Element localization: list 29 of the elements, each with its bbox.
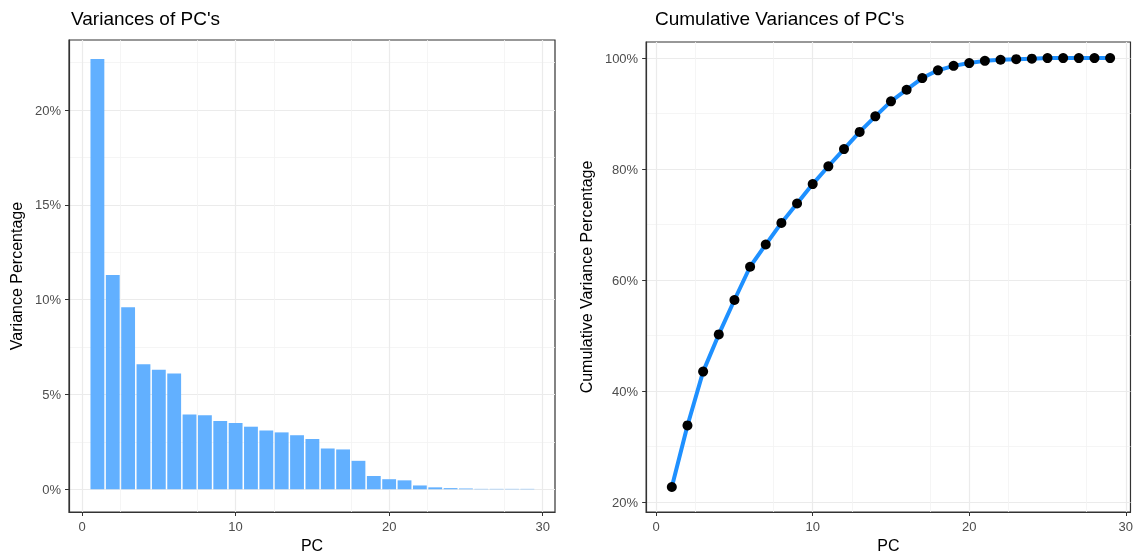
chart-title: Variances of PC's	[71, 8, 221, 29]
bar	[136, 364, 151, 490]
y-tick-label: 80%	[612, 161, 639, 177]
x-tick-label: 20	[962, 519, 977, 534]
y-tick-label: 20%	[34, 102, 62, 118]
bar	[351, 460, 366, 490]
y-tick-label: 60%	[612, 272, 639, 288]
bar	[397, 480, 412, 490]
y-tick-label: 40%	[612, 383, 639, 399]
x-tick-label: 0	[78, 519, 86, 534]
y-tick-label: 20%	[612, 494, 639, 510]
x-tick-label: 0	[652, 519, 660, 534]
y-tick-label: 10%	[34, 292, 62, 308]
bar	[90, 58, 105, 490]
y-axis-title: Cumulative Variance Percentage	[577, 160, 595, 394]
x-axis-title: PC	[300, 537, 324, 555]
x-tick-label: 10	[805, 519, 820, 534]
x-tick-label: 20	[381, 519, 397, 534]
chart-title: Cumulative Variances of PC's	[655, 8, 905, 29]
y-tick-label: 100%	[604, 50, 639, 66]
x-tick-label: 30	[1118, 519, 1134, 534]
x-tick-label: 10	[228, 519, 243, 534]
y-tick-label: 0%	[42, 481, 62, 497]
bar	[182, 414, 197, 490]
y-axis-title: Variance Percentage	[7, 201, 25, 351]
y-tick-label: 15%	[34, 197, 62, 213]
x-tick-label: 30	[535, 519, 550, 534]
y-tick-label: 5%	[42, 386, 62, 402]
x-axis-title: PC	[877, 537, 900, 555]
